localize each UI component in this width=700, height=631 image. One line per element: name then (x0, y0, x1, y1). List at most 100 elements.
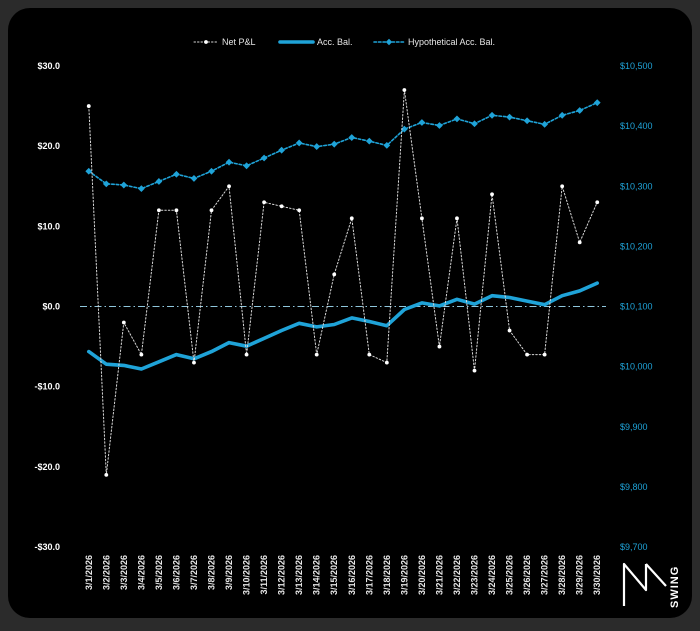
data-point-net-pnl (560, 184, 565, 189)
data-point-net-pnl (192, 360, 196, 365)
data-point-net-pnl (402, 88, 407, 92)
series-line-3 (88, 101, 598, 190)
x-axis-tick-label: 3/19/2026 (399, 555, 409, 595)
left-axis-tick-label: $30.0 (37, 61, 60, 71)
series-line-2 (87, 281, 599, 371)
x-axis: 3/1/2026 3/2/2026 3/3/2026 3/4/2026 3/5/2026… (84, 555, 602, 595)
x-axis-tick-label: 3/20/2026 (417, 555, 427, 595)
x-axis-tick-label: 3/2/2026 (101, 555, 111, 590)
data-point-net-pnl (121, 320, 126, 325)
data-point-hypothetical (593, 99, 601, 107)
x-axis-tick-label: 3/21/2026 (434, 555, 444, 595)
data-point-hypothetical (541, 120, 549, 128)
right-axis-tick-label: $9,700 (620, 542, 648, 552)
data-point-net-pnl (507, 328, 512, 333)
x-axis-tick-label: 3/13/2026 (294, 555, 304, 595)
data-point-hypothetical (506, 113, 513, 121)
data-point-net-pnl (595, 200, 600, 205)
x-axis-tick-label: 3/16/2026 (347, 555, 357, 595)
data-point-hypothetical (488, 111, 496, 119)
data-point-hypothetical (102, 180, 110, 188)
legend-label: Net P&L (222, 37, 256, 47)
legend-swatch-marker (204, 40, 208, 44)
data-point-net-pnl (209, 208, 214, 213)
left-axis: $30.0 $20.0 $10.0 $0.0 -$10.0 -$20.0 -$30.0 (34, 61, 60, 552)
right-axis-tick-label: $10,500 (620, 61, 653, 71)
chart-frame: Net P&L Acc. Bal. Hypothetical Acc. Bal. $… (8, 8, 692, 618)
data-point-hypothetical (278, 146, 286, 154)
data-point-hypothetical (453, 115, 461, 123)
series-line-1 (88, 89, 598, 476)
left-axis-tick-label: -$10.0 (34, 382, 60, 392)
x-axis-tick-label: 3/22/2026 (452, 555, 462, 595)
data-point-net-pnl (279, 204, 284, 209)
data-point-net-pnl (332, 272, 337, 277)
x-axis-tick-label: 3/28/2026 (557, 555, 567, 595)
data-point-net-pnl (455, 216, 459, 221)
data-point-hypothetical (348, 134, 356, 141)
right-axis-tick-label: $9,900 (620, 422, 648, 432)
data-point-hypothetical (558, 111, 566, 119)
data-point-hypothetical (137, 185, 145, 193)
data-point-net-pnl (490, 192, 494, 197)
right-axis-tick-label: $10,300 (620, 181, 653, 191)
data-point-net-pnl (227, 184, 231, 189)
data-point-hypothetical (576, 107, 584, 114)
x-axis-tick-label: 3/29/2026 (575, 555, 585, 595)
data-point-hypothetical (243, 162, 250, 170)
left-axis-tick-label: -$20.0 (34, 462, 60, 472)
series-layer (85, 88, 601, 477)
data-point-hypothetical (225, 158, 233, 166)
x-axis-tick-label: 3/1/2026 (84, 555, 94, 590)
data-point-hypothetical (155, 178, 163, 185)
legend-swatch-marker (385, 38, 393, 46)
right-axis-tick-label: $10,100 (620, 302, 653, 312)
x-axis-tick-label: 3/8/2026 (207, 555, 217, 590)
data-point-hypothetical (85, 167, 93, 175)
right-axis-tick-label: $10,400 (620, 121, 653, 131)
x-axis-tick-label: 3/24/2026 (487, 555, 497, 595)
data-point-hypothetical (471, 120, 478, 128)
data-point-net-pnl (437, 344, 442, 349)
data-point-net-pnl (104, 472, 109, 477)
left-axis-tick-label: $0.0 (42, 302, 60, 312)
data-point-hypothetical (295, 139, 303, 147)
x-axis-tick-label: 3/11/2026 (259, 555, 269, 595)
data-point-net-pnl (244, 352, 249, 357)
data-point-hypothetical (418, 119, 426, 126)
data-point-net-pnl (139, 352, 144, 357)
x-axis-tick-label: 3/18/2026 (382, 555, 392, 595)
x-axis-tick-label: 3/5/2026 (154, 555, 164, 590)
data-point-hypothetical (120, 181, 128, 189)
x-axis-tick-label: 3/9/2026 (224, 555, 234, 590)
data-point-hypothetical (400, 125, 408, 133)
data-point-net-pnl (262, 200, 266, 205)
data-point-net-pnl (349, 216, 354, 221)
left-axis-tick-label: $20.0 (37, 141, 60, 151)
data-point-net-pnl (157, 208, 161, 213)
x-axis-tick-label: 3/3/2026 (119, 555, 129, 590)
right-axis-tick-label: $9,800 (620, 482, 648, 492)
left-axis-tick-label: $10.0 (37, 221, 60, 231)
x-axis-tick-label: 3/4/2026 (136, 555, 146, 590)
chart-svg: Net P&L Acc. Bal. Hypothetical Acc. Bal. $… (34, 37, 653, 595)
data-point-hypothetical (383, 141, 391, 149)
data-point-hypothetical (208, 167, 215, 175)
data-point-net-pnl (174, 208, 179, 213)
data-point-net-pnl (314, 352, 319, 357)
legend-label: Hypothetical Acc. Bal. (408, 37, 495, 47)
legend-label: Acc. Bal. (317, 37, 353, 47)
data-point-net-pnl (297, 208, 302, 213)
x-axis-tick-label: 3/27/2026 (540, 555, 550, 595)
right-axis-tick-label: $10,200 (620, 241, 653, 251)
data-point-net-pnl (472, 368, 477, 373)
brand-logo-mark-accent (645, 563, 667, 587)
brand-logo-text: SWING (669, 566, 681, 608)
data-point-hypothetical (330, 140, 338, 148)
data-point-net-pnl (86, 104, 91, 108)
brand-logo: SWING (622, 562, 681, 608)
x-axis-tick-label: 3/15/2026 (329, 555, 339, 595)
x-axis-tick-label: 3/26/2026 (522, 555, 532, 595)
x-axis-tick-label: 3/23/2026 (470, 555, 480, 595)
data-point-hypothetical (436, 122, 443, 129)
